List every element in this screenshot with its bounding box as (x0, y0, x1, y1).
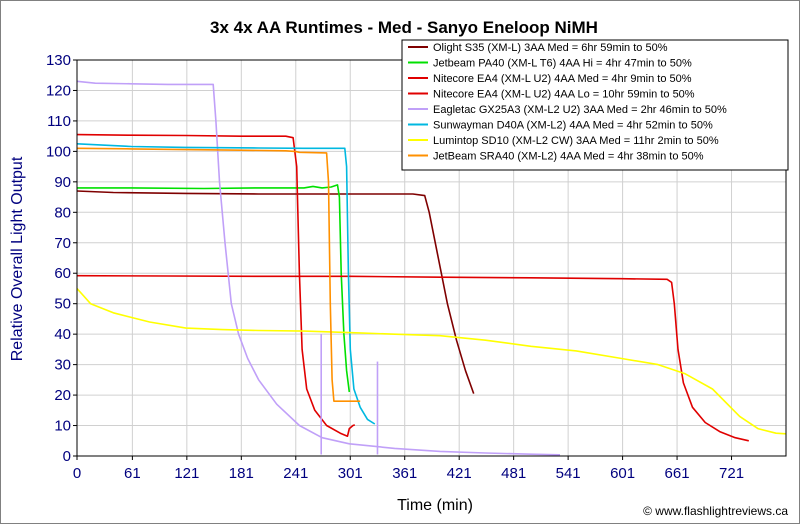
y-tick-label: 40 (54, 326, 71, 343)
series-line-7 (76, 147, 361, 403)
series-line-0 (76, 190, 475, 394)
legend-entry: Jetbeam PA40 (XM-L T6) 4AA Hi = 4hr 47mi… (433, 58, 692, 70)
x-tick-label: 541 (556, 465, 581, 482)
y-tick-label: 20 (54, 387, 71, 404)
series-line-2 (76, 133, 356, 438)
series-line-6 (76, 287, 787, 435)
x-tick-label: 181 (229, 465, 254, 482)
series-line-1 (77, 184, 351, 393)
x-tick-label: 601 (610, 465, 635, 482)
x-tick-label: 421 (447, 465, 472, 482)
chart-title: 3x 4x AA Runtimes - Med - Sanyo Eneloop … (210, 18, 598, 37)
legend-entry: Nitecore EA4 (XM-L U2) 4AA Lo = 10hr 59m… (433, 89, 695, 101)
x-tick-label: 481 (501, 465, 526, 482)
y-tick-label: 60 (54, 265, 71, 282)
x-tick-label: 361 (392, 465, 417, 482)
y-tick-label: 100 (46, 143, 71, 160)
x-tick-label: 121 (174, 465, 199, 482)
credit-text: © www.flashlightreviews.ca (643, 504, 788, 518)
y-tick-label: 80 (54, 204, 71, 221)
x-axis-title: Time (min) (397, 497, 473, 514)
y-tick-label: 90 (54, 174, 71, 191)
legend: Olight S35 (XM-L) 3AA Med = 6hr 59min to… (401, 39, 789, 171)
x-tick-label: 661 (665, 465, 690, 482)
y-tick-label: 10 (54, 418, 71, 435)
y-tick-label: 0 (63, 448, 71, 465)
y-tick-label: 120 (46, 82, 71, 99)
legend-entry: Olight S35 (XM-L) 3AA Med = 6hr 59min to… (433, 42, 668, 54)
y-tick-label: 30 (54, 357, 71, 374)
legend-entry: Eagletac GX25A3 (XM-L2 U2) 3AA Med = 2hr… (433, 104, 727, 116)
y-tick-label: 70 (54, 235, 71, 252)
x-tick-label: 61 (124, 465, 141, 482)
y-axis-title: Relative Overall Light Output (9, 156, 26, 361)
x-tick-label: 301 (338, 465, 363, 482)
series-line-3 (76, 274, 749, 442)
y-tick-label: 110 (47, 113, 71, 130)
series-line-5 (76, 143, 376, 425)
legend-entry: JetBeam SRA40 (XM-L2) 4AA Med = 4hr 38mi… (433, 151, 704, 163)
x-tick-label: 241 (283, 465, 308, 482)
series-line-4 (76, 80, 561, 456)
x-tick-label: 721 (719, 465, 744, 482)
legend-entry: Lumintop SD10 (XM-L2 CW) 3AA Med = 11hr … (433, 135, 719, 147)
y-tick-label: 130 (46, 52, 71, 69)
y-tick-label: 50 (54, 296, 71, 313)
legend-box (401, 39, 789, 171)
series-layer (76, 80, 787, 456)
legend-entry: Sunwayman D40A (XM-L2) 4AA Med = 4hr 52m… (433, 120, 713, 132)
x-tick-label: 0 (73, 465, 81, 482)
legend-entry: Nitecore EA4 (XM-L U2) 4AA Med = 4hr 9mi… (433, 73, 692, 85)
tick-layer: 0 10 20 30 40 50 60 70 80 90 100 110 120 130 0 61 121 181… (46, 52, 744, 482)
